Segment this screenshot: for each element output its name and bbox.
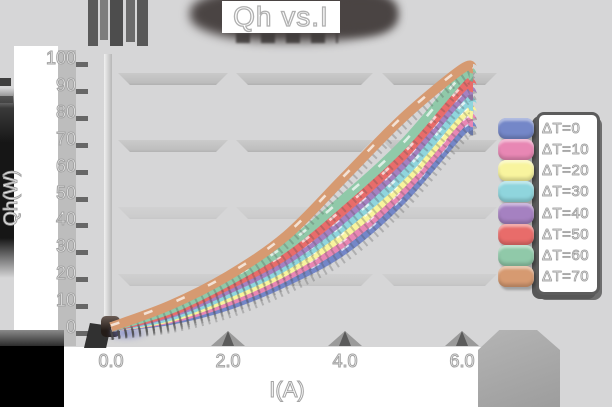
legend-swatch-ΔT=30 <box>498 181 534 203</box>
x-tick-label: 0.0 <box>98 351 124 372</box>
y-axis-spine <box>104 54 112 340</box>
curve-ΔT=70 <box>109 60 478 340</box>
y-tick-label: 80 <box>55 101 76 122</box>
y-tick-label: 30 <box>55 236 76 257</box>
y-tick-label: 60 <box>55 155 76 176</box>
y-tick-mark <box>76 196 88 202</box>
title-shadow-dashes <box>236 33 338 43</box>
legend-label-ΔT=10: ΔT=10 <box>542 141 590 159</box>
y-tick-label: 100 <box>45 48 76 69</box>
y-tick-mark <box>76 115 88 121</box>
y-tick-mark <box>76 142 88 148</box>
y-tick-mark <box>76 277 88 283</box>
y-tick-label: 90 <box>55 74 76 95</box>
x-tick-label: 2.0 <box>215 351 241 372</box>
curve-shadow <box>109 85 478 340</box>
x-tick-label: 6.0 <box>449 351 475 372</box>
curve-shadow <box>110 112 478 340</box>
y-tick-mark <box>76 62 88 67</box>
legend-label-ΔT=30: ΔT=30 <box>542 183 590 201</box>
curve-highlight <box>110 62 474 327</box>
smudge-bar <box>126 0 135 42</box>
smudge-bar <box>110 0 123 46</box>
curve-shadow <box>109 68 478 340</box>
y-tick-label: 0 <box>65 317 76 338</box>
y-axis-label-strip <box>14 46 58 346</box>
legend-label-ΔT=60: ΔT=60 <box>542 246 590 264</box>
gridline-band <box>382 207 497 219</box>
curve-ribbon <box>109 77 478 332</box>
legend-label-ΔT=70: ΔT=70 <box>542 267 590 286</box>
y-tick-mark <box>76 250 88 256</box>
chart-title-box: Qh vs.I <box>222 0 340 33</box>
y-tick-mark <box>76 223 88 229</box>
y-tick-label: 20 <box>55 263 76 284</box>
gridline-band <box>118 73 228 85</box>
legend-swatch-ΔT=10 <box>498 139 534 161</box>
gridline-band <box>382 274 497 286</box>
curve-ribbon <box>109 60 477 332</box>
legend-swatch-ΔT=60 <box>498 244 534 266</box>
legend-swatch-ΔT=20 <box>498 160 534 182</box>
gridline-band <box>118 207 228 219</box>
x-axis-title: I(A) <box>269 377 305 403</box>
chart-title: Qh vs.I <box>232 0 329 32</box>
legend-swatch-ΔT=70 <box>498 265 534 287</box>
legend-swatch-ΔT=50 <box>498 223 534 245</box>
smudge-bar <box>137 0 148 46</box>
bottom-right-shadow-blob <box>478 330 560 407</box>
curve-shadow <box>109 74 478 340</box>
x-axis-label-strip <box>64 347 482 407</box>
y-tick-mark <box>76 304 88 310</box>
x-tick-label: 4.0 <box>332 351 358 372</box>
legend-label-ΔT=20: ΔT=20 <box>542 162 590 180</box>
gridline-band <box>118 140 228 152</box>
gridline-band <box>118 274 228 286</box>
legend-label-ΔT=50: ΔT=50 <box>542 225 590 243</box>
legend-box <box>536 112 600 295</box>
gridline-band <box>236 73 373 85</box>
gridline-band <box>236 140 373 152</box>
smudge-bar <box>100 0 108 40</box>
curve-shadow <box>110 104 478 340</box>
curve-ΔT=50 <box>109 77 478 340</box>
y-tick-label: 40 <box>55 209 76 230</box>
curve-highlight <box>110 79 475 327</box>
bottom-left-shadow <box>0 330 64 346</box>
smudge-mark <box>0 78 11 86</box>
bottom-left-black-block <box>0 346 64 407</box>
legend-label-ΔT=40: ΔT=40 <box>542 204 590 222</box>
legend-swatch-ΔT=0 <box>498 118 534 139</box>
legend-label-ΔT=0: ΔT=0 <box>542 120 581 138</box>
y-tick-mark <box>76 88 88 94</box>
curve-shadow <box>109 93 478 340</box>
y-tick-label: 10 <box>55 290 76 311</box>
legend-swatch-ΔT=40 <box>498 202 534 224</box>
y-tick-label: 50 <box>55 182 76 203</box>
y-axis-tick-column <box>58 50 76 346</box>
y-tick-label: 70 <box>55 128 76 149</box>
y-tick-mark <box>76 169 88 175</box>
y-tick-mark <box>76 331 88 336</box>
smudge-bar <box>88 0 98 46</box>
